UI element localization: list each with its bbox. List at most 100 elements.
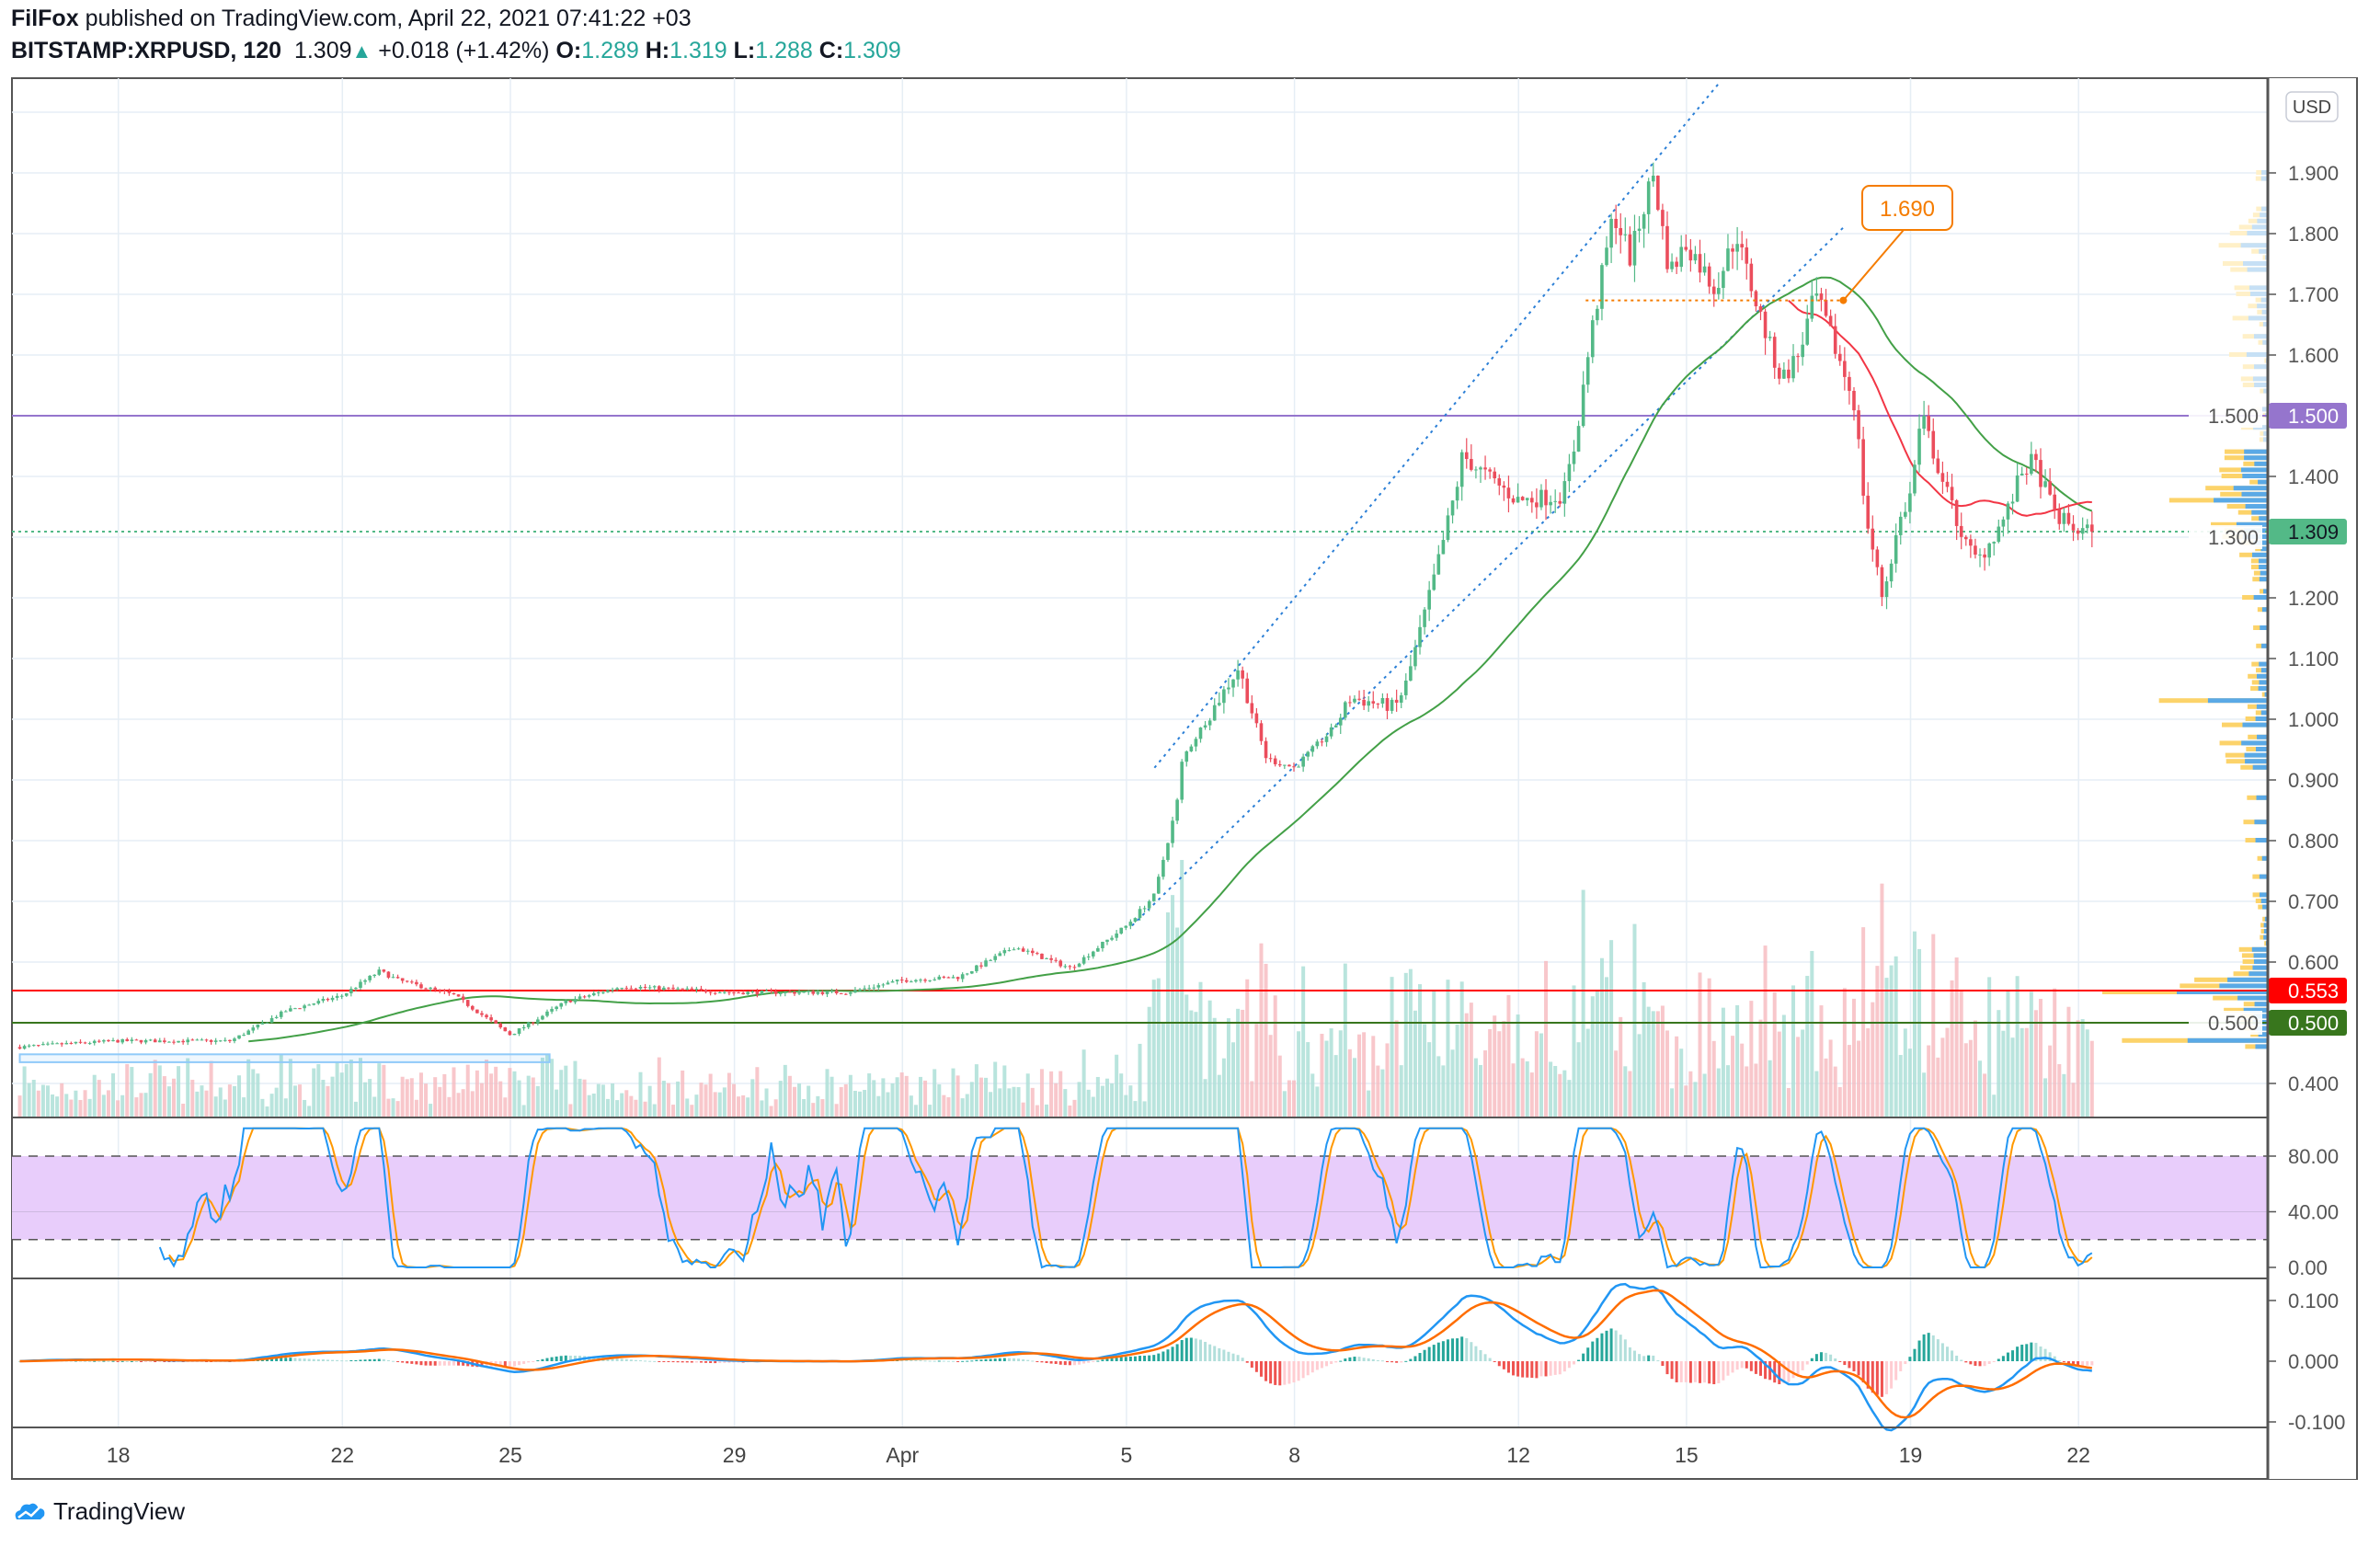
- volume-profile-bar-down: [2255, 716, 2268, 721]
- candle: [41, 1041, 45, 1046]
- macd-hist-bar: [1791, 1361, 1795, 1379]
- macd-hist-bar: [1623, 1339, 1627, 1361]
- candle: [400, 978, 405, 984]
- volume-profile-bar-down: [2233, 486, 2268, 491]
- volume-bar: [1418, 984, 1423, 1117]
- candle-body: [1470, 459, 1473, 470]
- volume-profile-bar-down: [2242, 722, 2268, 728]
- publish-info: FilFox published on TradingView.com, Apr…: [11, 6, 692, 32]
- candle-body: [1987, 543, 1991, 558]
- currency-button[interactable]: [2285, 91, 2339, 122]
- candle: [1470, 444, 1473, 472]
- candle: [1399, 692, 1403, 709]
- publisher-name[interactable]: FilFox: [11, 6, 79, 31]
- volume-bar: [1413, 1010, 1417, 1117]
- volume-bar: [596, 1083, 601, 1117]
- candle-body: [1553, 500, 1557, 502]
- macd-hist-bar: [1829, 1354, 1833, 1361]
- volume-bar: [1903, 1028, 1907, 1117]
- macd-hist-bar: [134, 1360, 138, 1362]
- candle-body: [157, 1040, 162, 1043]
- candle-body: [526, 1022, 531, 1027]
- candle: [1283, 764, 1287, 770]
- macd-tick-label: 0.100: [2288, 1289, 2339, 1312]
- volume-bar: [353, 1101, 358, 1117]
- macd-hist-bar: [1838, 1361, 1842, 1362]
- time-tick-label: 25: [498, 1443, 522, 1467]
- candle-body: [1110, 937, 1114, 940]
- volume-profile-bar-down: [2259, 680, 2268, 685]
- volume-bar: [1987, 977, 1992, 1117]
- candle: [1553, 489, 1557, 513]
- macd-hist-bar: [933, 1360, 936, 1362]
- candle: [1717, 272, 1721, 300]
- candle-body: [60, 1043, 63, 1045]
- macd-hist-bar: [1175, 1344, 1179, 1361]
- volume-bar: [1539, 1033, 1543, 1117]
- tradingview-logo[interactable]: TradingView: [13, 1497, 185, 1526]
- candle-body: [1590, 320, 1595, 358]
- volume-bar: [1063, 1089, 1068, 1117]
- volume-bar: [508, 1068, 512, 1117]
- candle: [853, 987, 857, 993]
- candle-body: [354, 987, 358, 990]
- volume-bar: [764, 1088, 769, 1117]
- volume-bar: [1021, 1102, 1025, 1117]
- candle: [1940, 461, 1945, 495]
- volume-bar: [456, 1093, 461, 1117]
- candle: [1338, 713, 1343, 735]
- candle: [923, 978, 927, 983]
- macd-hist-bar: [1325, 1361, 1329, 1367]
- volume-bar: [704, 1084, 708, 1117]
- volume-bar: [405, 1079, 409, 1117]
- macd-hist-bar: [1241, 1358, 1244, 1361]
- macd-hist-bar: [144, 1361, 148, 1362]
- candle: [1754, 289, 1758, 312]
- macd-hist-bar: [1917, 1340, 1921, 1361]
- candle-body: [405, 980, 409, 982]
- volume-bar: [1184, 994, 1189, 1117]
- volume-bar: [783, 1064, 787, 1117]
- volume-bar: [1534, 1031, 1539, 1117]
- macd-hist-bar: [1586, 1347, 1590, 1361]
- candle-body: [344, 992, 349, 996]
- candle: [1646, 178, 1651, 234]
- macd-hist-bar: [1330, 1361, 1333, 1365]
- candle-body: [116, 1040, 120, 1043]
- volume-bar: [256, 1073, 260, 1117]
- candle: [415, 980, 418, 987]
- macd-hist-bar: [1133, 1356, 1137, 1361]
- volume-bar: [1725, 1065, 1730, 1117]
- candle: [1367, 695, 1370, 712]
- candle: [153, 1037, 157, 1043]
- volume-bar: [895, 1077, 899, 1117]
- candle: [1954, 498, 1959, 541]
- volume-bar: [1367, 1090, 1371, 1117]
- volume-bar: [166, 1086, 171, 1117]
- macd-hist-bar: [1068, 1361, 1071, 1366]
- volume-bars: [17, 860, 2094, 1117]
- candle-body: [335, 995, 339, 998]
- candle-body: [1054, 959, 1058, 961]
- candle-body: [1693, 254, 1698, 261]
- candle-body: [839, 992, 843, 994]
- candle: [1819, 287, 1824, 312]
- macd-hist-bar: [662, 1361, 666, 1362]
- candle-body: [2020, 473, 2024, 476]
- candle: [2090, 511, 2094, 547]
- candle-body: [807, 991, 810, 992]
- candle-body: [148, 1039, 153, 1041]
- candle: [1329, 723, 1333, 739]
- macd-hist-bar: [1609, 1328, 1613, 1361]
- candle: [834, 988, 839, 995]
- macd-hist-bar: [923, 1360, 927, 1362]
- price-tick-label: 0.700: [2288, 890, 2339, 913]
- macd-hist-bar: [1544, 1361, 1548, 1377]
- volume-bar: [1837, 1086, 1842, 1117]
- price-tick-label: 0.900: [2288, 769, 2339, 792]
- candle-body: [1016, 948, 1021, 950]
- macd-hist-bar: [658, 1361, 661, 1362]
- candle: [638, 984, 643, 991]
- candle: [330, 995, 335, 1003]
